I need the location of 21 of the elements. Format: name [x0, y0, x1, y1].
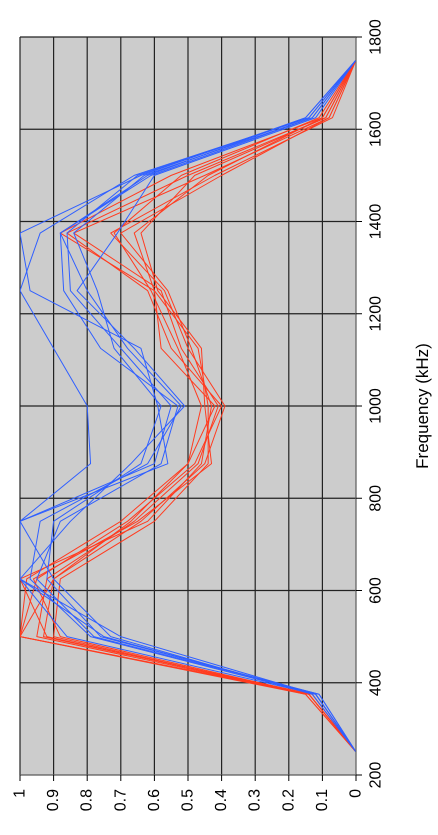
y-tick-label: 1600 [367, 111, 384, 148]
x-tick-label: 0.3 [246, 788, 264, 812]
y-tick-label: 400 [367, 669, 384, 696]
y-tick-label: 600 [367, 577, 384, 604]
x-tick-label: 0.6 [146, 788, 163, 812]
x-tick-label: 0 [348, 788, 364, 798]
x-tick-label: 0.7 [112, 788, 130, 812]
x-tick-label: 1 [12, 788, 28, 798]
y-tick-label: 1200 [367, 296, 384, 332]
x-tick-label: 0.4 [213, 788, 230, 812]
y-tick-label: 800 [367, 484, 384, 512]
x-tick-label: 0.2 [280, 788, 298, 812]
y-axis-title: Frequency (kHz) [413, 343, 432, 469]
y-tick-label: 1400 [367, 204, 384, 240]
x-tick-label: 0.9 [45, 788, 62, 812]
x-tick-label: 0.5 [180, 788, 196, 812]
y-tick-label: 200 [367, 762, 384, 788]
y-tick-label: 1800 [367, 19, 384, 55]
x-tick-label: 0.1 [314, 788, 331, 812]
x-tick-label: 0.8 [78, 788, 96, 812]
y-tick-label: 1000 [367, 388, 384, 424]
